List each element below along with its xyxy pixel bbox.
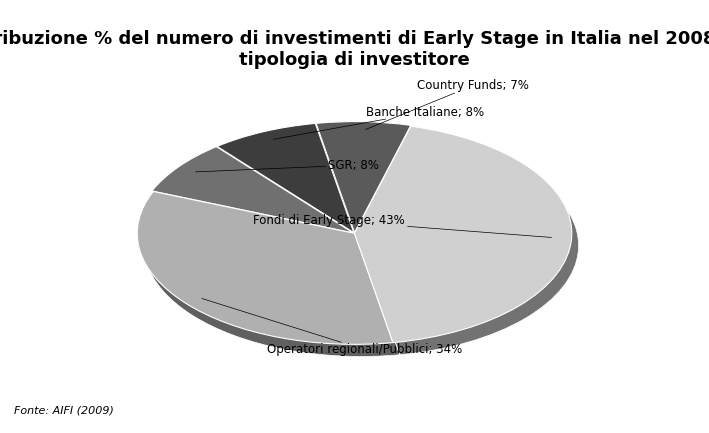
Text: Fonte: AIFI (2009): Fonte: AIFI (2009) (14, 406, 114, 416)
Text: Distribuzione % del numero di investimenti di Early Stage in Italia nel 2008 per: Distribuzione % del numero di investimen… (0, 30, 709, 69)
Wedge shape (362, 139, 579, 355)
Wedge shape (159, 159, 360, 245)
Wedge shape (354, 126, 571, 343)
Text: Fondi di Early Stage; 43%: Fondi di Early Stage; 43% (253, 214, 552, 237)
Text: Country Funds; 7%: Country Funds; 7% (366, 79, 529, 129)
Wedge shape (217, 123, 354, 233)
Wedge shape (323, 134, 418, 245)
Wedge shape (144, 204, 400, 356)
Wedge shape (152, 147, 353, 233)
Wedge shape (138, 191, 393, 344)
Text: SGR; 8%: SGR; 8% (196, 158, 379, 172)
Text: Banche Italiane; 8%: Banche Italiane; 8% (273, 106, 484, 139)
Wedge shape (316, 122, 411, 233)
Text: Operatori regionali/Pubblici; 34%: Operatori regionali/Pubblici; 34% (202, 298, 462, 356)
Wedge shape (224, 136, 361, 245)
